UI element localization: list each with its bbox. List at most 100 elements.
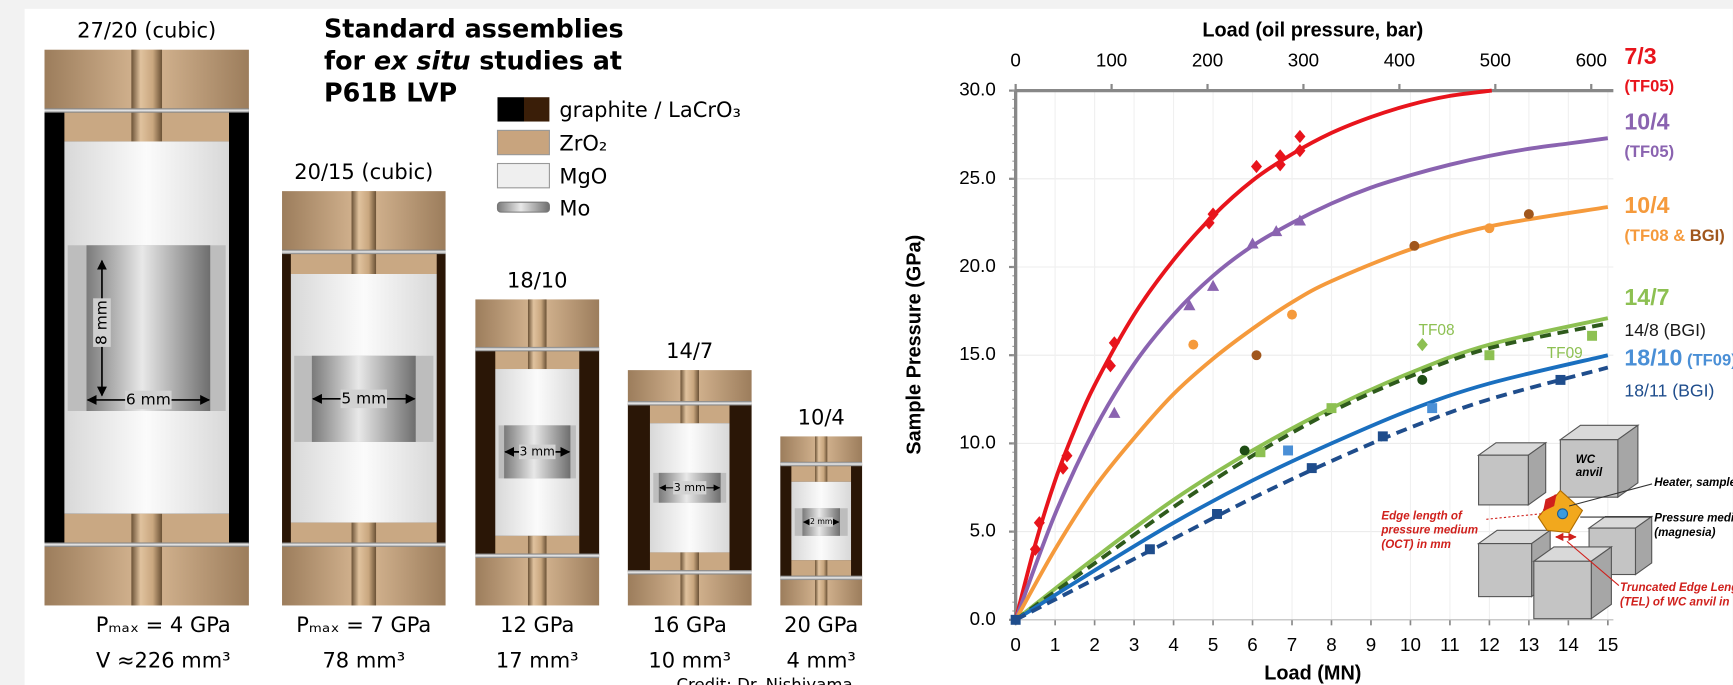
data-point (1484, 223, 1495, 234)
y-tick-label: 20.0 (959, 255, 996, 276)
data-point (1523, 209, 1534, 220)
inset-label: WC (1576, 453, 1596, 466)
swatch (496, 162, 550, 189)
x-tick-label: 13 (1518, 634, 1539, 655)
data-point (1484, 350, 1495, 361)
legend-entry: 10/4 (TF08 & BGI) (1624, 192, 1724, 245)
mo-disk (627, 570, 752, 575)
legend-label: Mo (559, 196, 590, 220)
inset-label: (TEL) of WC anvil in mm (1620, 595, 1733, 608)
x2-tick-label: 100 (1096, 49, 1127, 70)
data-point (1239, 445, 1250, 456)
data-point (1250, 159, 1263, 174)
assembly-pressure: 20 GPa (784, 613, 858, 637)
y-tick-label: 10.0 (959, 431, 996, 452)
legend-entry: 18/10 (TF09) (1624, 345, 1733, 371)
swatch (496, 129, 550, 156)
mo-disk (475, 553, 600, 558)
mo-disk (282, 249, 446, 255)
assembly-label: 14/7 (666, 339, 713, 363)
plug (527, 299, 547, 370)
annotation: TF08 (1419, 322, 1455, 339)
legend-name: 14/7 (1624, 284, 1669, 310)
x-tick-label: 1 (1050, 634, 1060, 655)
anvil-front (1478, 543, 1533, 598)
data-point (1270, 225, 1283, 237)
swatch (524, 97, 550, 122)
legend-label: MgO (559, 164, 607, 188)
x-tick-label: 14 (1558, 634, 1579, 655)
legend-name: 18/11 (BGI) (1624, 381, 1714, 401)
mo-disk (627, 401, 752, 406)
assembly-pressure: Pₘₐₓ = 4 GPa (96, 613, 231, 637)
x-tick-label: 12 (1479, 634, 1500, 655)
y-axis-title: Sample Pressure (GPa) (904, 235, 926, 455)
dimension-label: 5 mm (341, 389, 386, 407)
plug (815, 560, 828, 606)
y-tick-label: 25.0 (959, 167, 996, 188)
arrow (1542, 494, 1557, 512)
assembly-pressure: Pₘₐₓ = 7 GPa (296, 613, 431, 637)
data-point (1108, 406, 1121, 418)
pointer (1569, 483, 1653, 507)
plug (680, 370, 700, 424)
dim-bg (519, 444, 556, 460)
inset-label: (magnesia) (1654, 526, 1715, 539)
mo-disk (282, 542, 446, 547)
fit-curve (1014, 365, 1609, 622)
legend-note: (TF05) (1624, 77, 1674, 96)
title-line: Standard assemblies (324, 14, 624, 44)
pointer (1566, 540, 1620, 586)
data-point (1108, 336, 1120, 350)
pointer (1486, 513, 1542, 520)
dim-bg (673, 481, 707, 495)
x2-tick-label: 600 (1576, 49, 1607, 70)
annotation: TF09 (1547, 345, 1583, 362)
x-tick-label: 15 (1597, 634, 1618, 655)
x2-tick-label: 400 (1384, 49, 1415, 70)
x2-tick-label: 300 (1288, 49, 1319, 70)
legend-entry: 14/7 (1624, 284, 1669, 310)
data-point (1212, 508, 1222, 519)
data-point (1409, 240, 1420, 251)
data-point (1251, 350, 1262, 361)
x-tick-label: 9 (1366, 634, 1376, 655)
plug (815, 436, 828, 482)
data-point (1306, 463, 1317, 474)
inset-label: Truncated Edge Length (1620, 581, 1733, 594)
data-point (1057, 461, 1069, 475)
y-tick-label: 30.0 (959, 79, 996, 100)
inset-label: Pressure medium (1654, 511, 1733, 524)
legend-label: graphite / LaCrO₃ (559, 98, 741, 122)
data-point (1377, 431, 1388, 442)
x-tick-label: 2 (1089, 634, 1099, 655)
swatch (497, 97, 524, 122)
plug (680, 552, 700, 606)
x-tick-label: 5 (1208, 634, 1218, 655)
data-point (1104, 359, 1116, 373)
fit-curve (1013, 205, 1609, 621)
assembly-label: 10/4 (798, 405, 845, 429)
assembly-volume: 17 mm³ (496, 648, 579, 672)
title-part: studies at (470, 46, 622, 76)
data-point (1283, 445, 1294, 456)
assembly-volume: 4 mm³ (787, 648, 856, 672)
data-point (1427, 403, 1438, 414)
mo-disk (780, 461, 863, 467)
title-part: for (324, 46, 374, 76)
plot-area (1010, 88, 1609, 625)
assembly-pressure: 12 GPa (500, 613, 574, 637)
assembly-label: 27/20 (cubic) (77, 19, 216, 43)
data-point (1255, 447, 1266, 458)
fit-curve (1014, 316, 1609, 622)
legend-label: ZrO₂ (559, 131, 607, 155)
x2-axis-title: Load (oil pressure, bar) (1202, 19, 1423, 41)
mo-disk (44, 108, 249, 113)
dimension-label: 3 mm (674, 481, 706, 494)
data-point (1144, 544, 1155, 555)
fit-curve (1014, 321, 1609, 622)
title-line: for ex situ studies at (324, 46, 622, 76)
inset-label: Edge length of (1381, 509, 1463, 522)
x-tick-label: 6 (1247, 634, 1257, 655)
data-point (1587, 330, 1598, 341)
